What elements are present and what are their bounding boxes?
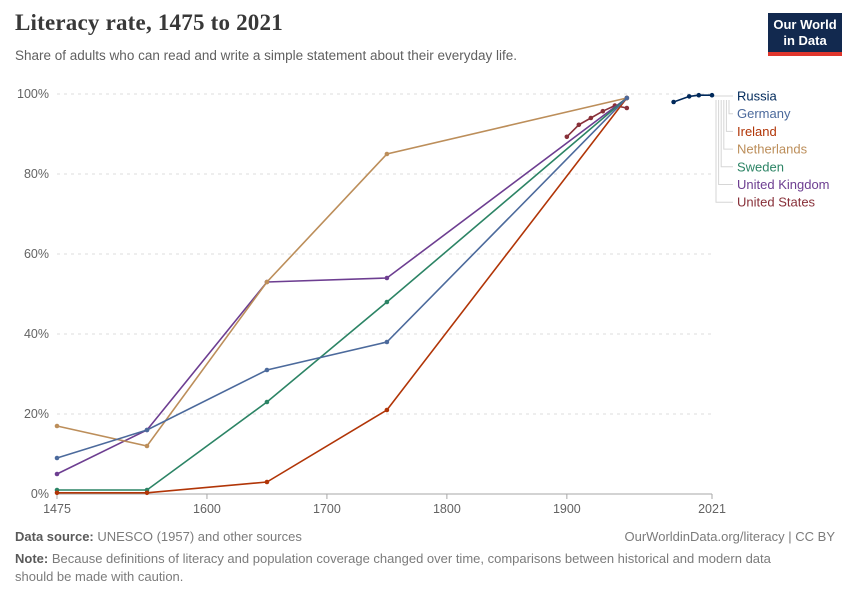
- data-point-united-states: [588, 115, 594, 121]
- data-point-ireland: [384, 407, 390, 413]
- data-point-netherlands: [264, 279, 270, 285]
- x-axis-tick-label: 1475: [43, 502, 71, 516]
- data-point-netherlands: [144, 443, 150, 449]
- data-point-united-states: [624, 105, 630, 111]
- legend-label-ireland[interactable]: Ireland: [737, 124, 777, 139]
- data-point-germany: [54, 455, 60, 461]
- page-title: Literacy rate, 1475 to 2021: [15, 10, 283, 35]
- data-point-ireland: [264, 479, 270, 485]
- series-line-germany[interactable]: [56, 97, 628, 459]
- y-axis-tick-label: 80%: [24, 167, 49, 181]
- data-point-germany: [264, 367, 270, 373]
- y-axis-tick-label: 100%: [17, 87, 49, 101]
- legend-label-russia[interactable]: Russia: [737, 89, 778, 104]
- literacy-line-chart: 0% 20% 40% 60% 80% 100% 1475 1600 1700 1800 1900 20…: [17, 87, 830, 516]
- series-line-russia[interactable]: [673, 94, 712, 103]
- chart-subtitle: Share of adults who can read and write a…: [15, 48, 518, 63]
- legend-connector: [720, 100, 733, 168]
- legend-connector: [723, 100, 733, 150]
- owid-logo-line1: Our World: [773, 17, 837, 32]
- chart-note: Note: Because definitions of literacy an…: [15, 550, 810, 586]
- legend-connector: [728, 100, 733, 115]
- x-axis-tick-label: 1900: [553, 502, 581, 516]
- legend-connector: [725, 100, 733, 132]
- x-axis-tick-label: 1800: [433, 502, 461, 516]
- data-point-netherlands: [384, 151, 390, 157]
- series-line-ireland[interactable]: [57, 97, 628, 494]
- data-point-germany: [144, 427, 150, 433]
- note-label: Note:: [15, 551, 49, 566]
- data-point-netherlands: [54, 423, 60, 429]
- data-point-united-states: [564, 134, 570, 140]
- note-text: Because definitions of literacy and popu…: [15, 551, 771, 584]
- legend-label-germany[interactable]: Germany: [737, 106, 791, 121]
- y-axis-tick-label: 40%: [24, 327, 49, 341]
- data-point-united-states: [576, 122, 582, 128]
- x-axis-tick-label: 2021: [698, 502, 726, 516]
- data-point-germany: [384, 339, 390, 345]
- series-line-netherlands[interactable]: [56, 97, 628, 447]
- y-axis-tick-label: 20%: [24, 407, 49, 421]
- legend-label-united-states[interactable]: United States: [737, 195, 816, 210]
- data-source-label: Data source:: [15, 529, 94, 544]
- data-point-sweden: [384, 299, 390, 305]
- data-point-united-kingdom: [384, 275, 390, 281]
- data-point-russia: [696, 92, 702, 98]
- data-source: Data source: UNESCO (1957) and other sou…: [15, 528, 302, 546]
- data-point-germany: [624, 95, 630, 101]
- data-point-russia: [709, 92, 715, 98]
- data-point-sweden: [264, 399, 270, 405]
- data-point-united-states: [600, 108, 606, 114]
- data-point-ireland: [144, 490, 150, 496]
- chart-footer: Data source: UNESCO (1957) and other sou…: [15, 528, 835, 586]
- y-axis-tick-label: 60%: [24, 247, 49, 261]
- data-source-text: UNESCO (1957) and other sources: [93, 529, 302, 544]
- legend-label-united-kingdom[interactable]: United Kingdom: [737, 177, 830, 192]
- series-line-united-kingdom[interactable]: [56, 97, 628, 475]
- owid-logo-line2: in Data: [783, 33, 827, 48]
- data-point-russia: [686, 94, 692, 99]
- data-point-united-kingdom: [54, 471, 60, 477]
- x-axis-tick-label: 1700: [313, 502, 341, 516]
- y-axis-tick-label: 0%: [31, 487, 49, 501]
- x-axis-tick-label: 1600: [193, 502, 221, 516]
- data-point-russia: [671, 99, 676, 105]
- owid-link[interactable]: OurWorldinData.org/literacy | CC BY: [624, 529, 835, 544]
- legend-connector: [718, 100, 733, 185]
- legend-connector: [715, 100, 733, 203]
- owid-logo: Our World in Data: [768, 13, 842, 56]
- data-point-ireland: [54, 490, 60, 496]
- legend-label-netherlands[interactable]: Netherlands: [737, 142, 808, 157]
- legend-label-sweden[interactable]: Sweden: [737, 159, 784, 174]
